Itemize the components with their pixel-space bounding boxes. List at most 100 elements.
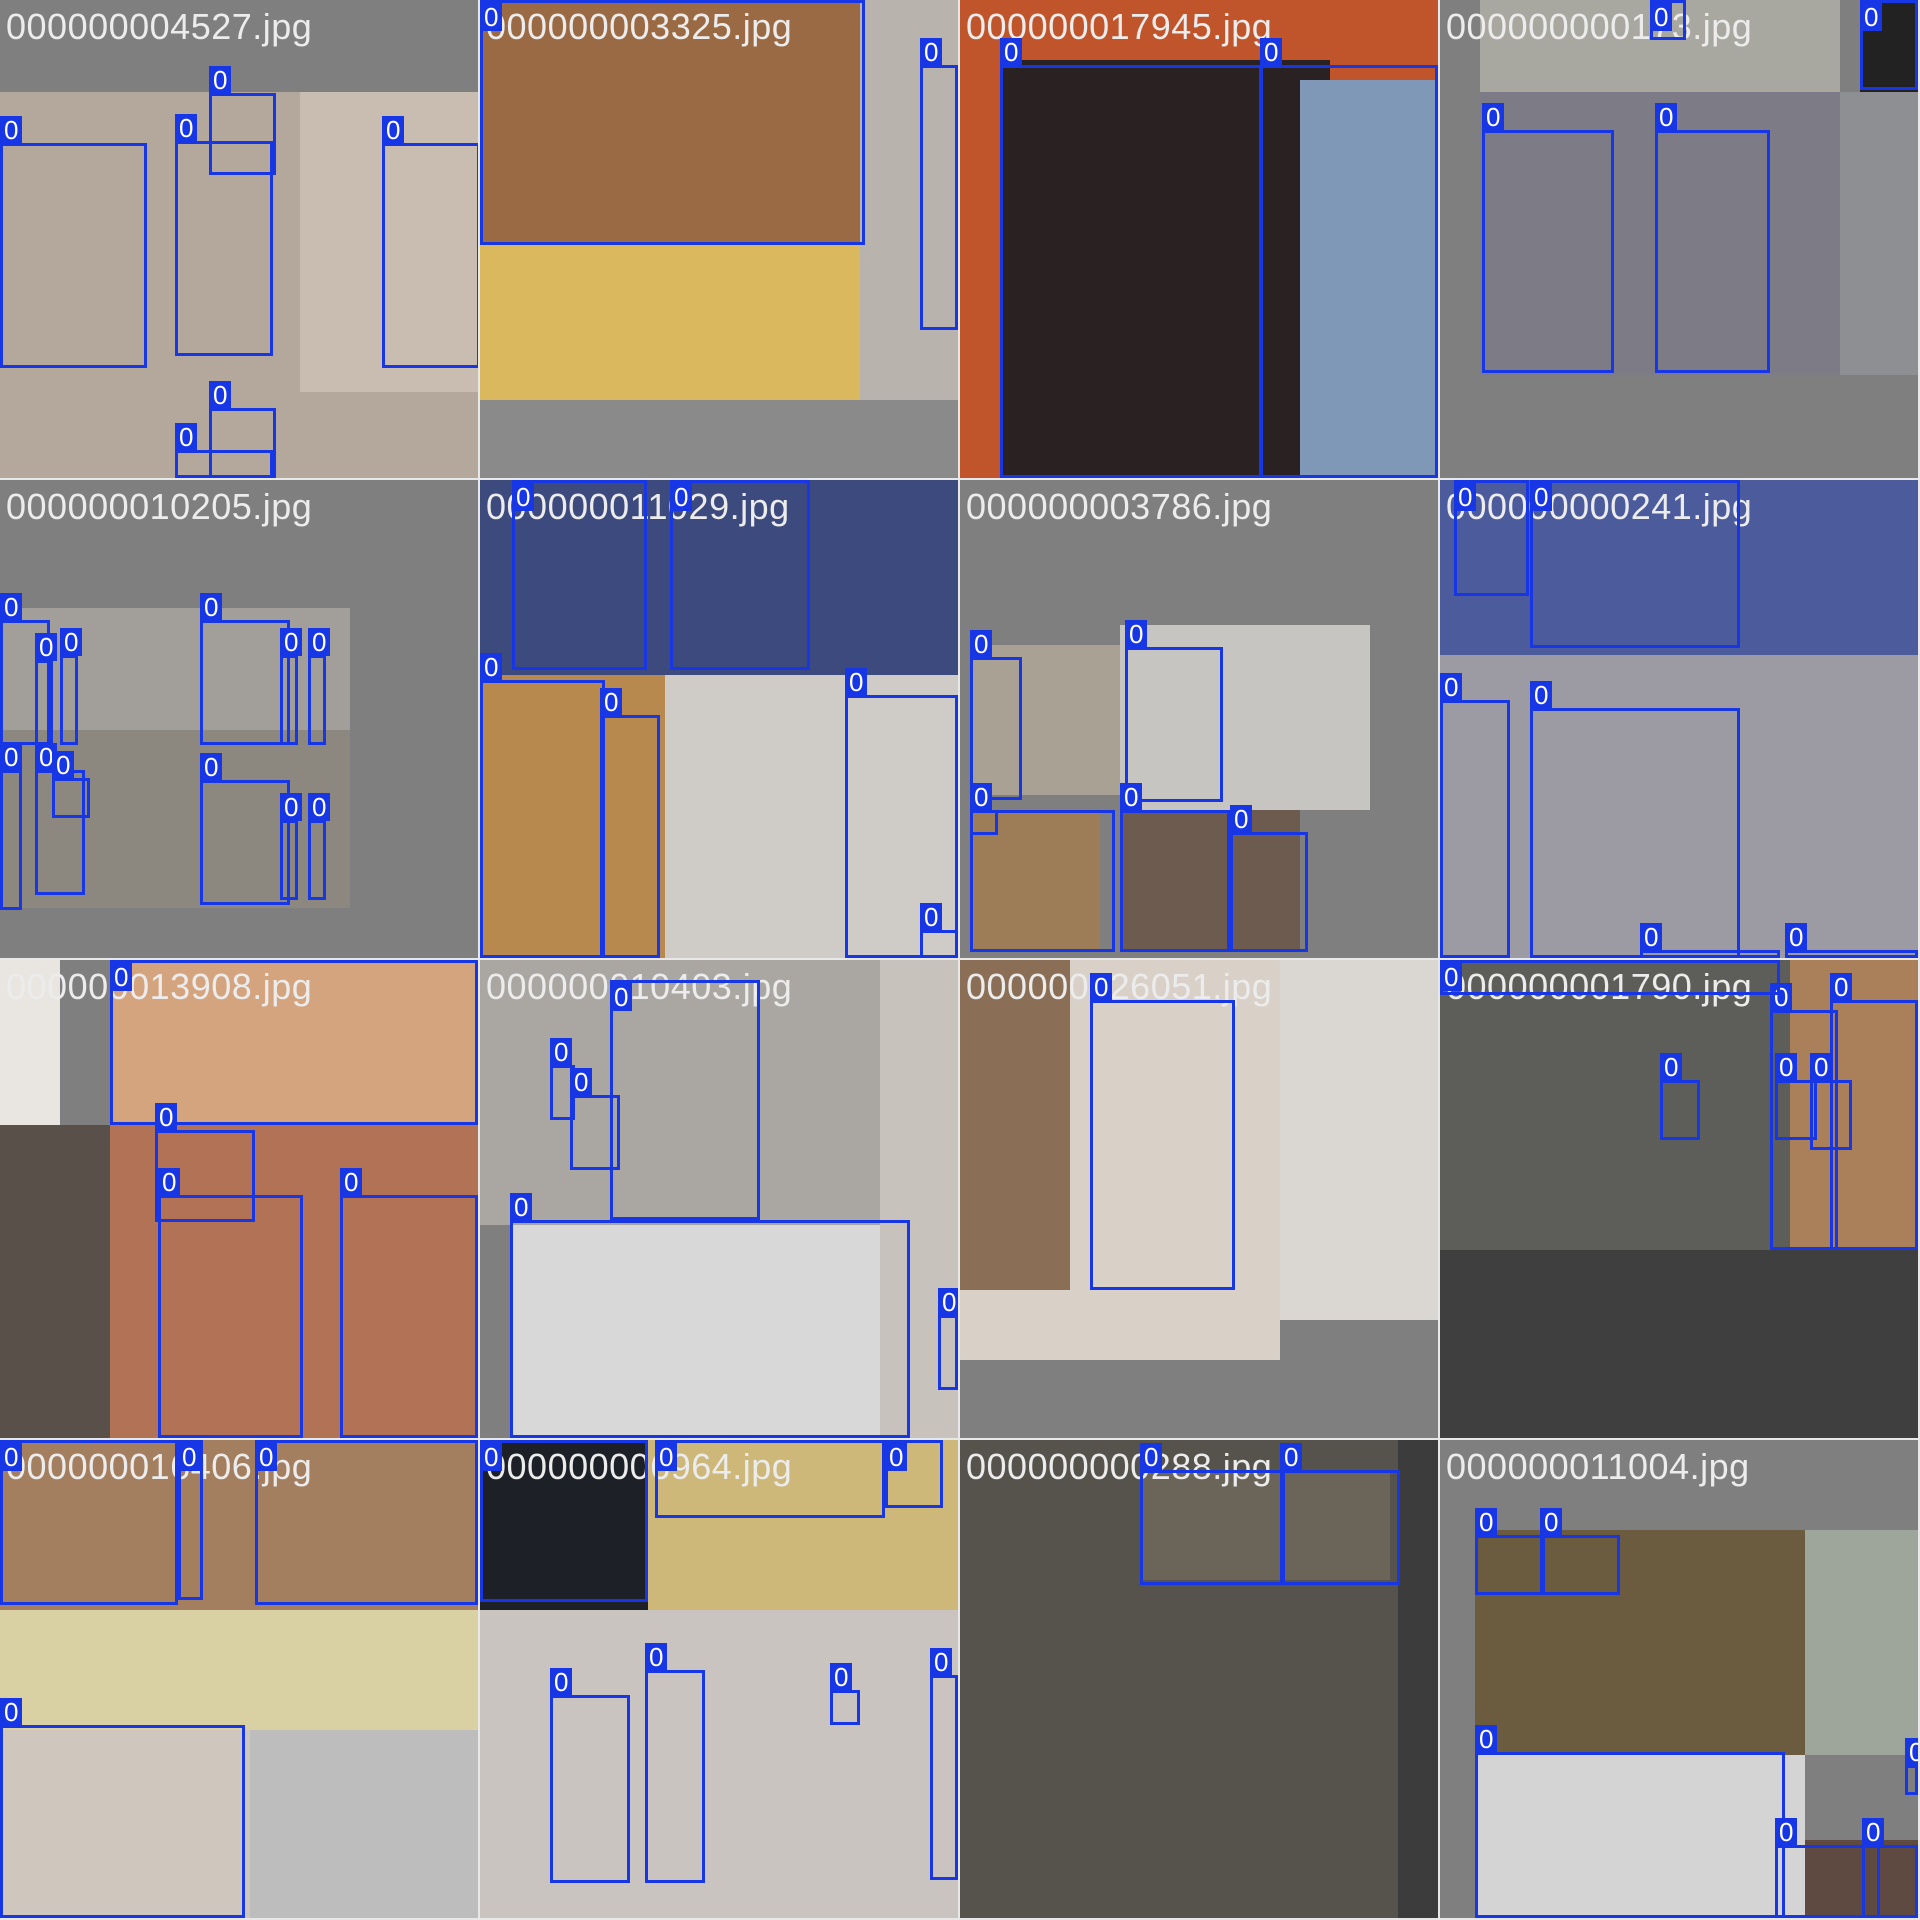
photo-region xyxy=(510,1225,910,1438)
bounding-box: 0 xyxy=(1860,0,1918,90)
image-filename: 000000003786.jpg xyxy=(966,486,1273,527)
class-label: 0 xyxy=(52,751,75,779)
photo-region xyxy=(0,480,478,608)
image-filename: 000000011004.jpg xyxy=(1446,1446,1750,1487)
class-label: 0 xyxy=(1454,483,1477,511)
class-label: 0 xyxy=(1000,38,1023,66)
image-filename: 000000006964.jpg xyxy=(486,1446,793,1487)
class-label: 0 xyxy=(610,983,633,1011)
mosaic-tile: 000000010403.jpg 0 0 0 0 0 xyxy=(480,960,960,1440)
bounding-box: 0 xyxy=(1482,103,1614,373)
photo-region xyxy=(1805,1530,1918,1755)
class-label: 0 xyxy=(830,1663,853,1691)
photo-region xyxy=(1440,960,1790,1250)
photo-region xyxy=(480,400,958,478)
bounding-box: 0 xyxy=(200,593,290,745)
bounding-box: 0 xyxy=(1125,620,1223,802)
class-label: 0 xyxy=(1440,963,1463,991)
class-label: 0 xyxy=(570,1068,593,1096)
bounding-box: 0 xyxy=(280,793,303,900)
bounding-box: 0 xyxy=(175,114,273,356)
bounding-box: 0 xyxy=(60,628,83,745)
class-label: 0 xyxy=(550,1668,573,1696)
bounding-box: 0 xyxy=(670,480,810,670)
bounding-box: 0 xyxy=(1454,480,1529,596)
class-label: 0 xyxy=(1810,1053,1833,1081)
bounding-box: 0 xyxy=(308,628,331,745)
class-label: 0 xyxy=(1655,103,1678,131)
bounding-box: 0 xyxy=(610,980,760,1220)
bounding-box: 0 xyxy=(480,653,605,958)
class-label: 0 xyxy=(0,1698,23,1726)
photo-region xyxy=(0,1730,250,1918)
class-label: 0 xyxy=(308,628,331,656)
class-label: 0 xyxy=(255,1443,278,1471)
bounding-box: 0 xyxy=(830,1663,860,1725)
bounding-box: 0 xyxy=(1000,38,1262,478)
class-label: 0 xyxy=(480,3,503,31)
bounding-box: 0 xyxy=(52,751,90,818)
bounding-box: 0 xyxy=(550,1668,630,1883)
mosaic-tile: 000000001790.jpg 0 0 0 0 0 0 xyxy=(1440,960,1920,1440)
photo-region xyxy=(480,245,860,400)
class-label: 0 xyxy=(35,633,58,661)
class-label: 0 xyxy=(1785,923,1808,951)
bounding-box: 0 xyxy=(0,1698,245,1918)
mosaic-tile: 000000006964.jpg 0 0 0 0 0 0 0 xyxy=(480,1440,960,1920)
class-label: 0 xyxy=(200,593,223,621)
class-label: 0 xyxy=(1140,1443,1163,1471)
photo-region xyxy=(1440,655,1918,958)
class-label: 0 xyxy=(938,1288,958,1316)
bounding-box: 0 xyxy=(255,1440,478,1605)
mosaic-tile: 000000000288.jpg 0 0 xyxy=(960,1440,1440,1920)
class-label: 0 xyxy=(1260,38,1283,66)
bounding-box: 0 xyxy=(200,753,290,905)
class-label: 0 xyxy=(1482,103,1505,131)
bounding-box: 0 xyxy=(35,633,58,750)
photo-region xyxy=(250,1730,478,1918)
bounding-box: 0 xyxy=(645,1643,705,1883)
bounding-box: 0 xyxy=(1830,973,1918,1250)
photo-region xyxy=(1475,1530,1805,1755)
photo-region xyxy=(480,675,665,958)
class-label: 0 xyxy=(1125,620,1148,648)
image-filename: 000000000173.jpg xyxy=(1446,6,1753,47)
class-label: 0 xyxy=(0,1443,23,1471)
class-label: 0 xyxy=(885,1443,908,1471)
class-label: 0 xyxy=(280,628,303,656)
photo-region xyxy=(665,675,958,958)
photo-region xyxy=(1300,80,1438,478)
class-label: 0 xyxy=(1540,1508,1563,1536)
class-label: 0 xyxy=(0,116,23,144)
photo-region xyxy=(1000,60,1330,478)
class-label: 0 xyxy=(970,630,993,658)
mosaic-tile: 000000011029.jpg 0 0 0 0 0 0 xyxy=(480,480,960,960)
class-label: 0 xyxy=(1905,1738,1918,1766)
class-label: 0 xyxy=(510,1193,533,1221)
class-label: 0 xyxy=(970,783,993,811)
class-label: 0 xyxy=(158,1168,181,1196)
bounding-box: 0 xyxy=(1475,1508,1545,1595)
class-label: 0 xyxy=(480,1443,503,1471)
class-label: 0 xyxy=(645,1643,668,1671)
class-label: 0 xyxy=(1475,1508,1498,1536)
bounding-box: 0 xyxy=(1120,783,1230,952)
bounding-box: 0 xyxy=(0,116,147,368)
image-filename: 000000001790.jpg xyxy=(1446,966,1753,1007)
class-label: 0 xyxy=(1230,805,1253,833)
image-filename: 000000003325.jpg xyxy=(486,6,793,47)
class-label: 0 xyxy=(655,1443,678,1471)
class-label: 0 xyxy=(1660,1053,1683,1081)
class-label: 0 xyxy=(340,1168,363,1196)
bounding-box: 0 xyxy=(970,783,1115,952)
class-label: 0 xyxy=(1640,923,1663,951)
bounding-box: 0 xyxy=(382,116,478,368)
mosaic-tile: 000000003325.jpg 0 0 xyxy=(480,0,960,480)
class-label: 0 xyxy=(1650,3,1673,31)
bounding-box: 0 xyxy=(1640,923,1780,958)
class-label: 0 xyxy=(0,743,23,771)
bounding-box: 0 xyxy=(1770,983,1838,1250)
bounding-box: 0 xyxy=(550,1038,575,1120)
